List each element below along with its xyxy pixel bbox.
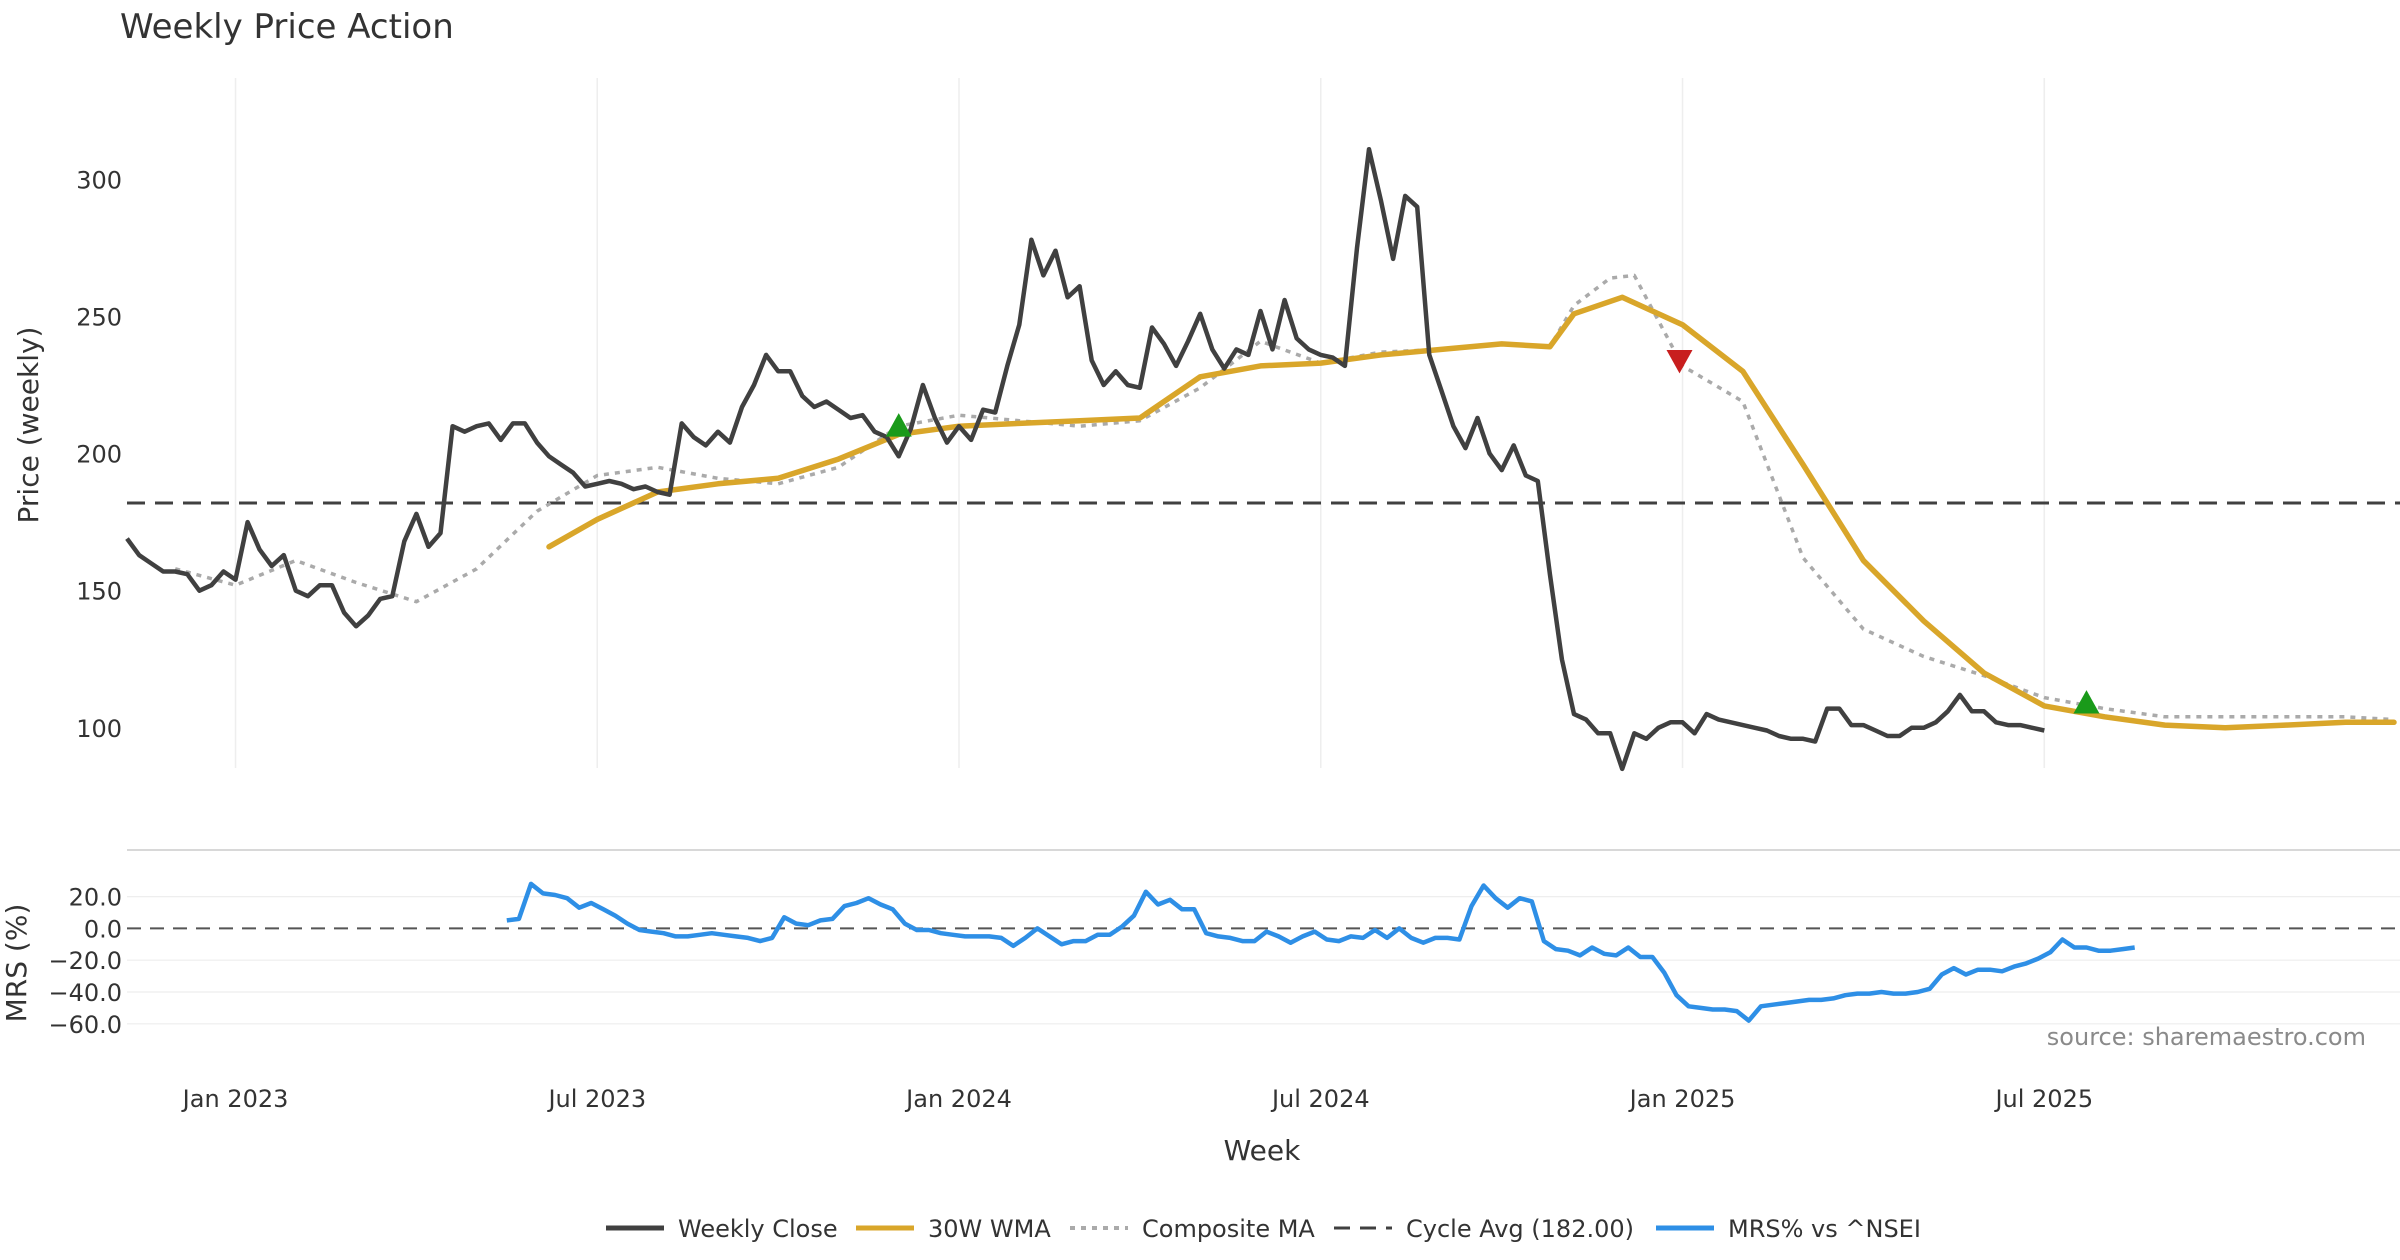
legend-label: Composite MA — [1142, 1215, 1315, 1243]
x-tick-label: Jul 2025 — [1993, 1085, 2093, 1113]
weekly-close-line — [125, 146, 2045, 772]
wma-30w-line — [546, 294, 2397, 731]
mrs-y-tick-label: −40.0 — [48, 979, 122, 1007]
x-tick-label: Jul 2024 — [1270, 1085, 1370, 1113]
x-tick-label: Jan 2023 — [181, 1085, 289, 1113]
source-annotation: source: sharemaestro.com — [2047, 1023, 2366, 1051]
x-axis-label: Week — [1224, 1134, 1301, 1167]
chart-title: Weekly Price Action — [120, 7, 454, 47]
price-y-tick-label: 150 — [76, 578, 122, 606]
x-tick-label: Jul 2023 — [546, 1085, 646, 1113]
composite-ma-line — [174, 273, 2395, 722]
mrs-y-tick-label: 0.0 — [84, 915, 122, 943]
mrs-y-tick-label: 20.0 — [69, 884, 122, 912]
sell-signal-marker — [1666, 349, 1693, 374]
legend-label: Cycle Avg (182.00) — [1406, 1215, 1634, 1243]
legend-label: Weekly Close — [678, 1215, 838, 1243]
price-y-axis-label: Price (weekly) — [12, 327, 45, 524]
mrs-line — [506, 881, 2135, 1023]
legend-label: MRS% vs ^NSEI — [1728, 1215, 1921, 1243]
legend: Weekly Close 30W WMA Composite MA Cycle Avg… — [606, 1215, 1921, 1243]
legend-label: 30W WMA — [928, 1215, 1051, 1243]
price-y-tick-label: 250 — [76, 304, 122, 332]
price-y-tick-label: 300 — [76, 166, 122, 194]
price-y-tick-label: 200 — [76, 441, 122, 469]
mrs-y-tick-label: −60.0 — [48, 1011, 122, 1039]
buy-signal-marker — [2073, 690, 2100, 714]
x-tick-label: Jan 2024 — [904, 1085, 1012, 1113]
buy-signal-marker — [885, 413, 912, 437]
x-tick-label: Jan 2025 — [1628, 1085, 1736, 1113]
mrs-y-axis-label: MRS (%) — [0, 904, 33, 1023]
price-y-tick-label: 100 — [76, 715, 122, 743]
mrs-y-tick-label: −20.0 — [48, 947, 122, 975]
